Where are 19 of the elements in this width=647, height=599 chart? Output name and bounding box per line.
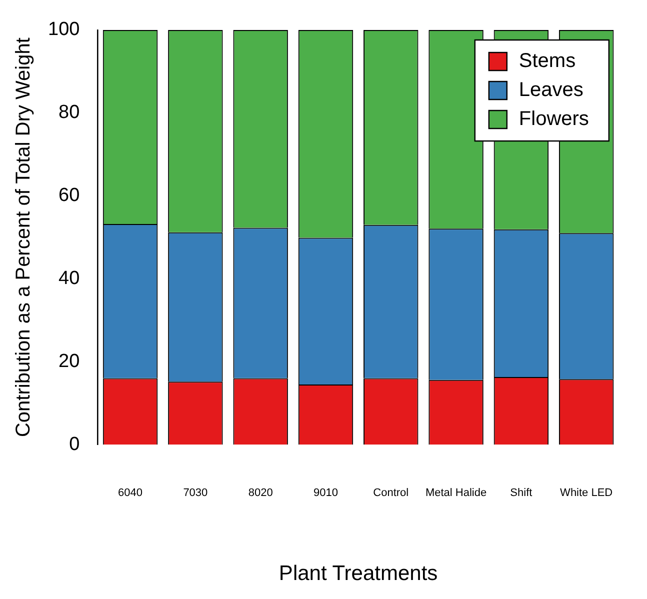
- x-axis-title: Plant Treatments: [278, 562, 438, 586]
- x-tick-label: 8020: [248, 487, 273, 500]
- x-tick-label: White LED: [560, 487, 613, 500]
- x-tick-label: Metal Halide: [425, 487, 487, 500]
- x-tick-label: Control: [373, 487, 409, 500]
- x-tick-label: 9010: [313, 487, 338, 500]
- y-tick-label: 60: [58, 185, 80, 206]
- legend-label: Stems: [518, 50, 576, 72]
- y-tick-label: 0: [69, 434, 80, 455]
- legend-label: Flowers: [518, 108, 589, 130]
- legend-label: Leaves: [518, 79, 584, 102]
- y-tick-label: 80: [58, 102, 80, 124]
- y-axis-title: Contribution as a Percent of Total Dry Weight: [12, 37, 35, 438]
- x-tick-label: 6040: [118, 487, 143, 500]
- x-tick-label: 7030: [183, 487, 208, 500]
- y-tick-label: 100: [48, 19, 80, 40]
- x-tick-label: Shift: [510, 487, 532, 500]
- y-tick-label: 40: [58, 268, 80, 289]
- y-tick-label: 20: [58, 350, 80, 372]
